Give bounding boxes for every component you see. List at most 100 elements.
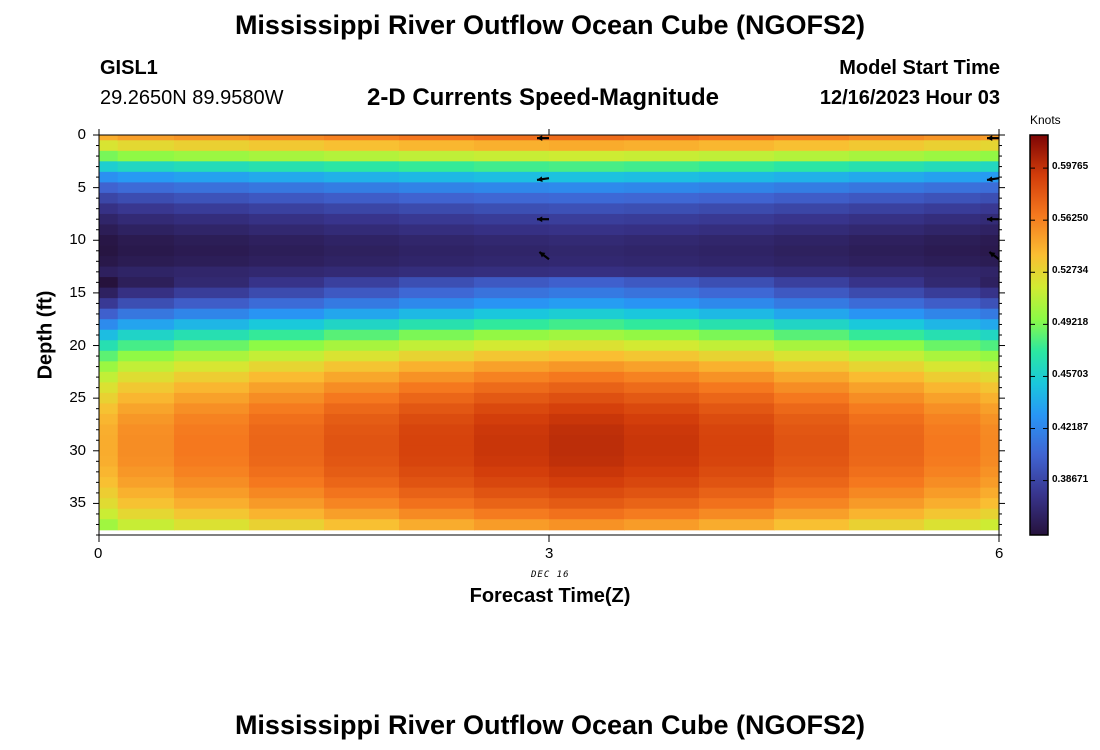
heatmap-cell bbox=[980, 371, 1000, 383]
heatmap-cell bbox=[624, 308, 700, 320]
heatmap-cell bbox=[980, 266, 1000, 278]
heatmap-cell bbox=[924, 161, 981, 173]
heatmap-cell bbox=[624, 203, 700, 215]
heatmap-cell bbox=[117, 319, 175, 331]
heatmap-cell bbox=[849, 308, 925, 320]
heatmap-cell bbox=[99, 382, 119, 394]
heatmap-cell bbox=[774, 403, 850, 415]
heatmap-cell bbox=[474, 340, 550, 352]
heatmap-cell bbox=[980, 382, 1000, 394]
heatmap-cell bbox=[774, 140, 850, 152]
heatmap-cell bbox=[474, 487, 550, 499]
heatmap-cell bbox=[624, 319, 700, 331]
heatmap-cell bbox=[924, 308, 981, 320]
heatmap-cell bbox=[549, 392, 625, 405]
heatmap-cell bbox=[474, 235, 550, 247]
heatmap-cell bbox=[774, 150, 850, 162]
heatmap-cell bbox=[117, 382, 175, 394]
heatmap-cell bbox=[549, 140, 625, 152]
heatmap-cell bbox=[699, 329, 775, 341]
heatmap-cell bbox=[549, 498, 625, 510]
heatmap-cell bbox=[699, 371, 775, 383]
heatmap-cell bbox=[117, 340, 175, 352]
heatmap-cell bbox=[980, 456, 1000, 468]
heatmap-cell bbox=[324, 371, 400, 383]
heatmap-cell bbox=[324, 445, 400, 457]
current-vector-head bbox=[987, 216, 993, 223]
colorbar-tick-label: 0.38671 bbox=[1052, 473, 1089, 485]
heatmap-cell bbox=[980, 287, 1000, 299]
heatmap-cell bbox=[474, 192, 550, 205]
heatmap-cell bbox=[924, 519, 981, 531]
heatmap-cell bbox=[117, 150, 175, 162]
heatmap-cell bbox=[980, 319, 1000, 331]
heatmap-cell bbox=[474, 171, 550, 183]
heatmap-cell bbox=[924, 245, 981, 257]
heatmap-cell bbox=[924, 224, 981, 236]
heatmap-cell bbox=[924, 350, 981, 362]
heatmap-cell bbox=[699, 277, 775, 289]
heatmap-cell bbox=[99, 308, 119, 320]
heatmap-cell bbox=[399, 224, 475, 236]
heatmap-cell bbox=[549, 266, 625, 278]
heatmap-cell bbox=[324, 298, 400, 310]
heatmap-cell bbox=[699, 424, 775, 436]
heatmap-cell bbox=[117, 424, 175, 436]
heatmap-cell bbox=[624, 256, 700, 268]
heatmap-cell bbox=[549, 277, 625, 289]
current-vector-head bbox=[989, 252, 996, 258]
heatmap-cell bbox=[399, 298, 475, 310]
heatmap-cell bbox=[99, 192, 119, 205]
heatmap-cell bbox=[324, 287, 400, 299]
heatmap-cell bbox=[399, 435, 475, 447]
heatmap-cell bbox=[174, 424, 250, 436]
heatmap-cell bbox=[549, 150, 625, 162]
heatmap-cell bbox=[924, 213, 981, 226]
current-vector-head bbox=[987, 135, 993, 142]
heatmap-cell bbox=[699, 266, 775, 278]
heatmap-cell bbox=[549, 329, 625, 341]
heatmap-cell bbox=[99, 161, 119, 173]
heatmap-cell bbox=[324, 203, 400, 215]
heatmap-cell bbox=[549, 182, 625, 194]
heatmap-cell bbox=[924, 298, 981, 310]
heatmap-cell bbox=[399, 329, 475, 341]
heatmap-cell bbox=[249, 192, 325, 205]
heatmap-cell bbox=[774, 192, 850, 205]
y-axis-label: Depth (ft) bbox=[34, 290, 57, 380]
heatmap-cell bbox=[249, 382, 325, 394]
current-vector-head bbox=[537, 176, 543, 183]
heatmap-cell bbox=[249, 287, 325, 299]
heatmap-cell bbox=[249, 487, 325, 499]
heatmap-cell bbox=[699, 135, 775, 141]
heatmap-cell bbox=[117, 224, 175, 236]
heatmap-cell bbox=[174, 508, 250, 520]
heatmap-cell bbox=[474, 413, 550, 426]
heatmap-cell bbox=[249, 361, 325, 373]
heatmap-cell bbox=[474, 477, 550, 489]
heatmap-cell bbox=[624, 298, 700, 310]
heatmap-cell bbox=[399, 498, 475, 510]
heatmap-cell bbox=[624, 277, 700, 289]
heatmap-cell bbox=[699, 224, 775, 236]
heatmap-cell bbox=[699, 519, 775, 531]
heatmap-cell bbox=[549, 382, 625, 394]
heatmap-cell bbox=[249, 245, 325, 257]
heatmap-cell bbox=[624, 266, 700, 278]
heatmap-cell bbox=[474, 245, 550, 257]
heatmap-cell bbox=[549, 361, 625, 373]
heatmap-cell bbox=[324, 392, 400, 405]
heatmap-cell bbox=[924, 140, 981, 152]
heatmap-cell bbox=[849, 382, 925, 394]
heatmap-cell bbox=[399, 213, 475, 226]
heatmap-cell bbox=[117, 508, 175, 520]
colorbar-tick-label: 0.59765 bbox=[1052, 161, 1089, 173]
heatmap-cell bbox=[117, 287, 175, 299]
heatmap-cell bbox=[324, 140, 400, 152]
heatmap-cell bbox=[980, 340, 1000, 352]
heatmap-cell bbox=[980, 350, 1000, 362]
heatmap-cell bbox=[174, 203, 250, 215]
heatmap-cell bbox=[249, 277, 325, 289]
heatmap-cell bbox=[849, 392, 925, 405]
heatmap-cell bbox=[174, 140, 250, 152]
